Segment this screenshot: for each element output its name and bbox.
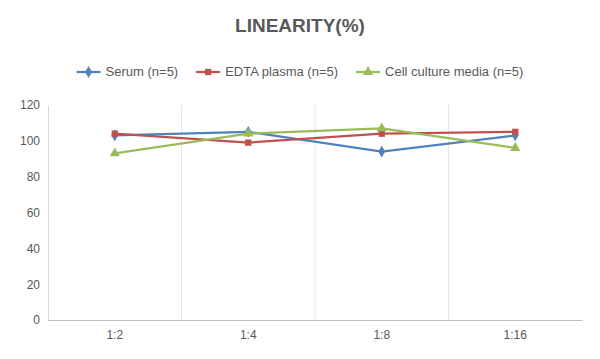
y-tick-label: 80 [27,170,41,184]
point [243,128,253,137]
x-tick-label: 1:8 [373,328,390,342]
point [512,129,518,135]
y-tick-label: 20 [27,278,41,292]
y-tick: 0 [33,313,48,327]
x-tick: 1:16 [504,320,528,342]
point [379,131,385,137]
y-tick-label: 0 [33,313,40,327]
legend-label: Serum (n=5) [106,64,179,79]
series-line [115,132,516,143]
legend-marker [363,66,373,75]
y-tick: 40 [27,242,48,256]
y-tick-label: 60 [27,206,41,220]
plot: 0 20 40 60 80 100 120 1:2 1:4 1:8 1:16 [20,98,583,341]
legend-label: EDTA plasma (n=5) [225,64,338,79]
point [245,139,251,145]
y-tick-label: 40 [27,242,41,256]
legend-marker [205,69,211,75]
point [111,130,118,142]
x-axis-line [49,320,583,321]
legend-label: Cell culture media (n=5) [385,64,523,79]
chart: LINEARITY(%) 0 20 40 60 80 100 120 1:2 1:4 1:8 1:16… [0,0,600,359]
point [377,122,387,131]
y-tick: 120 [20,98,48,112]
x-tick: 1:2 [106,320,123,342]
legend-item: Cell culture media (n=5) [356,64,523,79]
y-tick-label: 100 [20,134,40,148]
legend-item: Serum (n=5) [77,64,179,79]
point [378,146,385,158]
x-tick-label: 1:16 [504,328,528,342]
legend-marker [85,66,92,78]
y-axis-line [48,106,49,321]
y-tick-label: 120 [20,98,40,112]
point [510,142,520,151]
x-tick: 1:8 [373,320,390,342]
legend: Serum (n=5) EDTA plasma (n=5) Cell culture… [77,64,524,79]
y-tick: 20 [27,278,48,292]
y-tick: 100 [20,134,48,148]
x-tick: 1:4 [240,320,257,342]
point [512,130,519,142]
title: LINEARITY(%) [235,15,365,36]
legend-item: EDTA plasma (n=5) [196,64,338,79]
point [112,131,118,137]
series-line [115,128,516,153]
point [110,147,120,156]
x-axis: 1:2 1:4 1:8 1:16 [49,320,583,342]
y-axis: 0 20 40 60 80 100 120 [20,98,49,327]
y-tick: 60 [27,206,48,220]
series-group [110,122,521,157]
x-tick-label: 1:2 [106,328,123,342]
y-tick: 80 [27,170,48,184]
series-line [115,132,516,152]
x-tick-label: 1:4 [240,328,257,342]
